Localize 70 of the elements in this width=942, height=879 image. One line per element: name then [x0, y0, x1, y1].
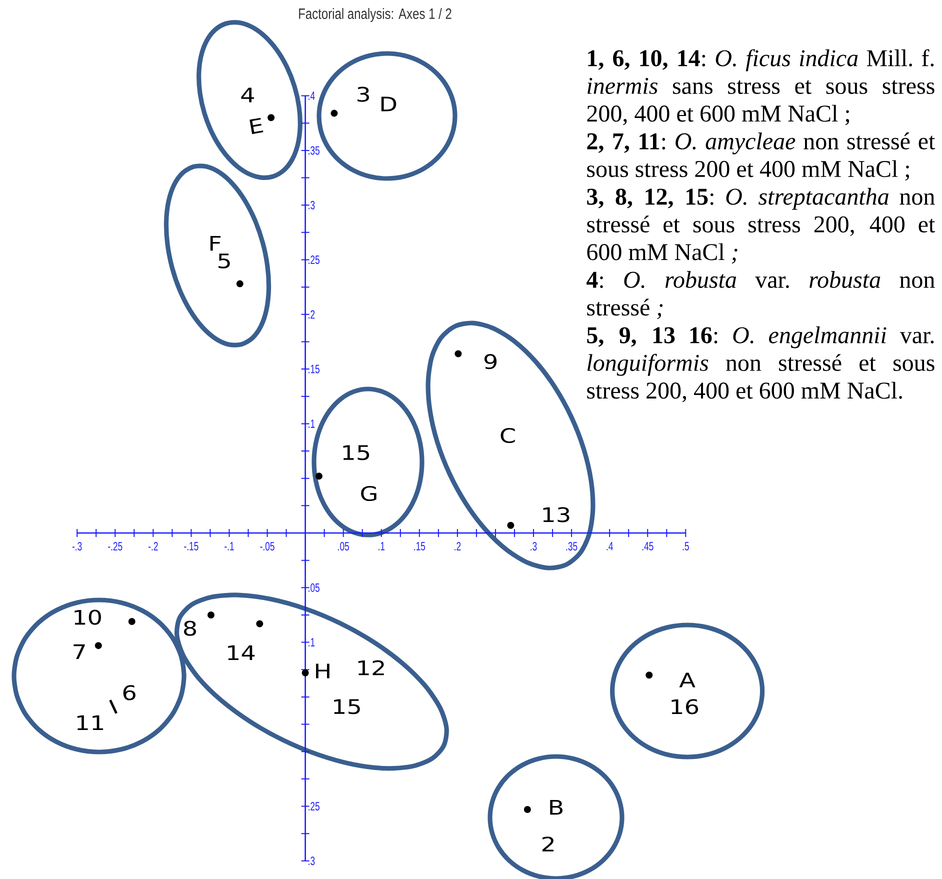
- text: 4: O. robusta var. robusta non stressé ;: [586, 271, 935, 320]
- annotation: 10: [74, 610, 101, 625]
- annotation: 16: [672, 699, 698, 714]
- point: [268, 114, 275, 122]
- annotation: 9: [484, 354, 497, 370]
- point: [646, 672, 653, 679]
- annotation: 15: [334, 699, 360, 714]
- annotation: 8: [184, 620, 196, 636]
- annotation: 14: [228, 645, 255, 660]
- y-tick-label: .3: [308, 200, 315, 210]
- annotation: 2: [542, 836, 554, 852]
- y-tick-label: .2: [308, 310, 315, 319]
- chart-title: Factorial analysis: Axes 1 / 2: [299, 8, 452, 22]
- point: [94, 642, 102, 650]
- annotation: 6: [123, 685, 136, 700]
- x-tick-label: .1: [378, 542, 385, 550]
- x-tick-label: -.1: [224, 542, 234, 550]
- annotation: 3, 8, 12, 15: O. streptacantha non stressé et sous stress 200, 400 et 600 mM NaCl ;: [587, 188, 936, 264]
- point: [330, 110, 338, 117]
- point: [207, 611, 214, 618]
- y-tick-label: .25: [308, 802, 320, 810]
- point: [454, 350, 462, 358]
- annotation: 12: [358, 660, 384, 676]
- point: [302, 669, 309, 676]
- y-tick-label: .1: [308, 420, 315, 428]
- x-tick-label: -.25: [108, 542, 122, 551]
- annotation: 4: [241, 88, 254, 102]
- annotation: 13: [543, 507, 570, 522]
- x-tick-label: .3: [530, 542, 537, 551]
- annotation: 5: [218, 254, 230, 268]
- y-tick-label: .15: [308, 364, 320, 374]
- annotation: 3: [358, 86, 370, 102]
- annotation: 11: [77, 715, 104, 730]
- x-tick-label: .05: [338, 542, 349, 551]
- x-tick-label: .15: [414, 542, 426, 550]
- annotation: 7: [74, 644, 85, 659]
- y-tick-label: .1: [308, 638, 315, 646]
- annotation: B: [550, 800, 563, 815]
- x-tick-label: .45: [642, 542, 654, 550]
- x-tick-label: -.15: [184, 542, 198, 550]
- x-tick-label: -.2: [148, 542, 158, 550]
- annotation: 2, 7, 11: O. amycleae non stressé et sous stress 200 et 400 mM NaCl ;: [587, 132, 936, 181]
- x-tick-label: -.05: [260, 542, 274, 551]
- point: [128, 618, 136, 626]
- y-tick-label: .05: [308, 583, 320, 592]
- text: 1, 6, 10, 14: O. ficus indica Mill. f. inermis sans stress et sous stress 200, 400 et 600 mM NaCl ;: [587, 49, 934, 126]
- y-tick-label: .3: [308, 856, 315, 866]
- x-tick-label: .4: [606, 542, 613, 550]
- annotation: H: [316, 664, 330, 678]
- point: [507, 522, 514, 529]
- annotation: C: [500, 428, 515, 444]
- point: [236, 280, 244, 288]
- x-tick-label: .35: [566, 542, 578, 551]
- annotation: I: [109, 700, 118, 714]
- x-tick-label: .2: [454, 542, 461, 550]
- annotation: G: [361, 486, 376, 502]
- annotation: E: [250, 118, 264, 134]
- y-tick-label: .35: [308, 146, 320, 155]
- annotation: A: [679, 672, 696, 688]
- x-tick-label: .5: [682, 542, 689, 550]
- x-tick-label: -.3: [72, 542, 82, 551]
- y-tick-label: .4: [308, 92, 315, 100]
- annotation: F: [210, 236, 221, 251]
- point: [524, 806, 531, 814]
- annotation: 15: [343, 445, 370, 460]
- point: [256, 620, 264, 628]
- point: [316, 472, 322, 480]
- text: 5, 9, 13 16: O. engelmannii var. longuiformis non stressé et sous stress 200, 400 et 600 mM NaCl.: [587, 326, 934, 402]
- annotation: D: [381, 96, 396, 112]
- y-tick-label: .25: [308, 256, 320, 264]
